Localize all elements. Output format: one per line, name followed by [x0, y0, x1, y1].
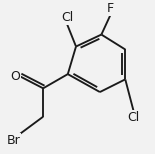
- Text: Br: Br: [6, 134, 20, 147]
- Text: Cl: Cl: [61, 11, 73, 24]
- Text: Cl: Cl: [127, 111, 140, 124]
- Text: F: F: [107, 2, 114, 15]
- Text: O: O: [10, 70, 20, 83]
